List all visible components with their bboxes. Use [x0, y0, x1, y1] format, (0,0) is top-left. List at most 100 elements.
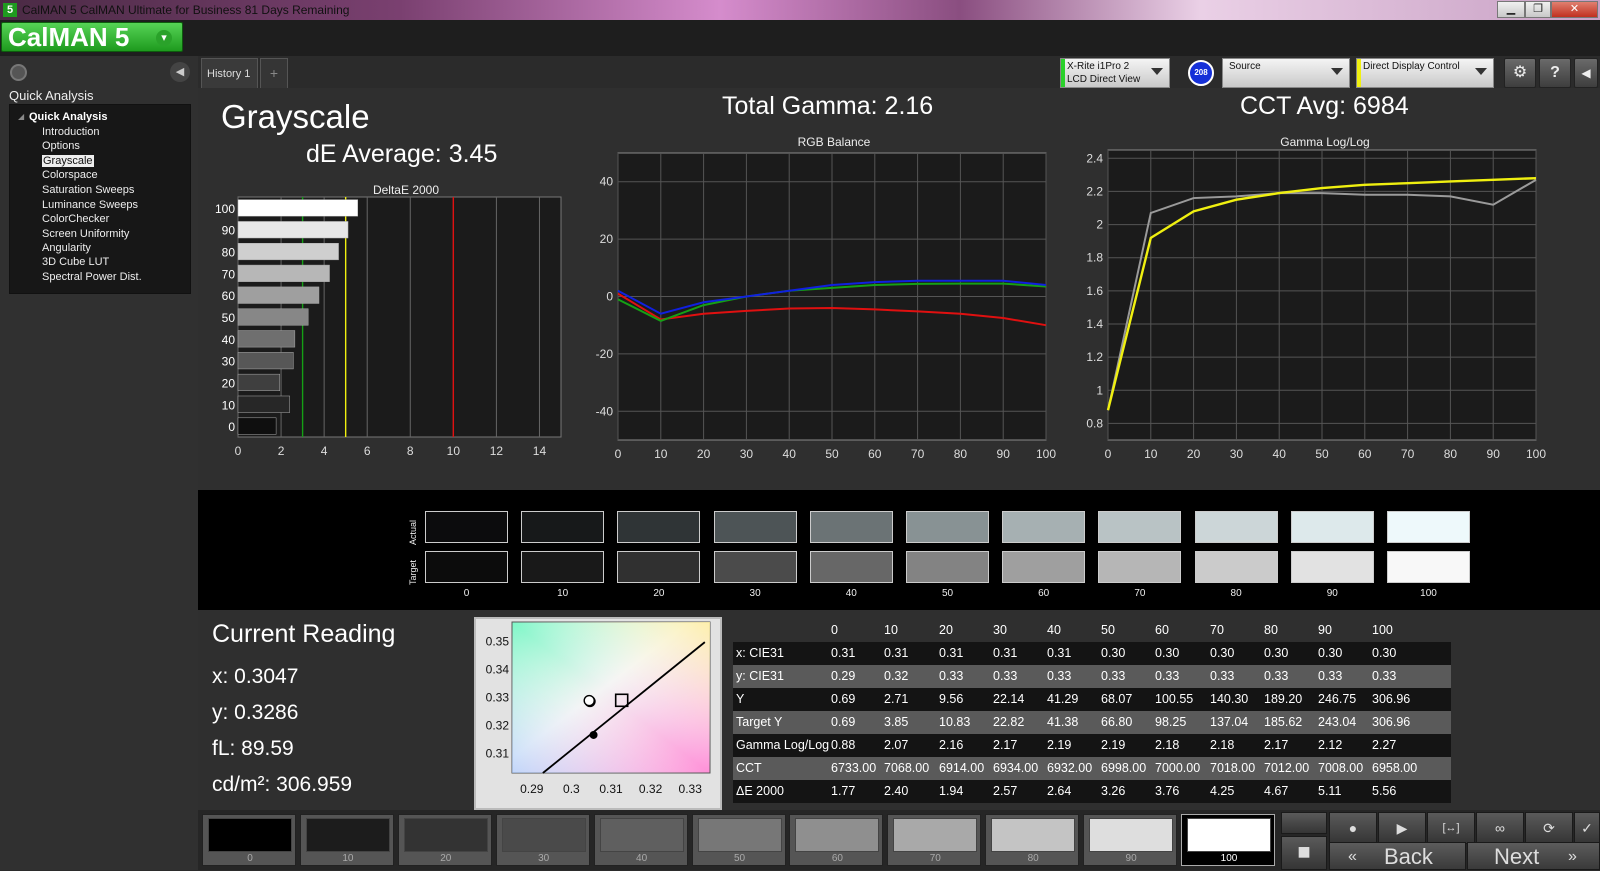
stop-button[interactable]: ■: [1281, 836, 1327, 870]
check-icon[interactable]: ✓: [1574, 812, 1600, 844]
patch-color: [208, 818, 292, 852]
table-cell: 2.18: [1155, 738, 1180, 752]
table-cell: 2.57: [993, 784, 1018, 798]
sidebar-item-options[interactable]: Options: [42, 140, 80, 152]
record-icon[interactable]: ●: [1329, 812, 1377, 844]
swatch-label: 100: [1420, 588, 1437, 599]
y-tick-label: 80: [222, 246, 236, 260]
minimize-button[interactable]: ▁: [1497, 1, 1525, 18]
patch-button[interactable]: 90: [1083, 814, 1178, 866]
sidebar-item-grayscale[interactable]: Grayscale: [42, 155, 94, 167]
sidebar-collapse-icon[interactable]: ◀: [170, 62, 190, 82]
workflow-tree: ◢ Quick Analysis Introduction Options Gr…: [9, 104, 191, 294]
table-cell: 189.20: [1264, 692, 1303, 706]
locus-point: [589, 730, 598, 739]
patch-button[interactable]: 10: [299, 814, 394, 866]
table-cell: 3.85: [884, 715, 909, 729]
sidebar-item-colorspace[interactable]: Colorspace: [42, 169, 98, 181]
bar: [237, 199, 358, 217]
patch-button[interactable]: 60: [789, 814, 884, 866]
tree-root[interactable]: Quick Analysis: [29, 111, 108, 123]
patch-button[interactable]: 30: [495, 814, 590, 866]
back-button[interactable]: « Back: [1329, 842, 1466, 870]
chevron-down-icon: [1475, 68, 1487, 75]
patch-color: [305, 818, 390, 852]
sidebar-item-colorchecker[interactable]: ColorChecker: [42, 213, 110, 225]
sidebar-item-3d-cube-lut[interactable]: 3D Cube LUT: [42, 256, 110, 268]
actual-row-label: Actual: [408, 519, 418, 545]
meter-selector[interactable]: X-Rite i1Pro 2 LCD Direct View: [1060, 58, 1170, 88]
patch-button[interactable]: 20: [397, 814, 492, 866]
x-tick-label: 10: [447, 444, 461, 458]
x-tick-label: 0.29: [520, 782, 544, 796]
play-icon[interactable]: ▶: [1378, 812, 1426, 844]
add-tab-button[interactable]: +: [260, 58, 288, 88]
meter-badge[interactable]: 208: [1188, 60, 1214, 86]
meter-name: X-Rite i1Pro 2: [1067, 61, 1130, 72]
patch-label: 20: [440, 853, 452, 864]
patch-button[interactable]: 50: [691, 814, 786, 866]
maximize-button[interactable]: ❐: [1525, 1, 1551, 18]
planckian-locus: [542, 641, 706, 774]
table-cell: 140.30: [1210, 692, 1249, 706]
table-cell: 5.56: [1372, 784, 1397, 798]
table-row: Y 0.69 2.71 9.56 22.14 41.29 68.07 100.55 140.30…: [733, 688, 1451, 711]
tree-expand-icon[interactable]: ◢: [18, 112, 25, 121]
table-cell: 10: [884, 623, 898, 637]
table-cell: 2.16: [939, 738, 964, 752]
stop-small-icon[interactable]: [1281, 812, 1327, 834]
series-line: [1107, 178, 1537, 411]
panel-collapse-icon[interactable]: ◀: [1574, 58, 1598, 88]
y-tick-label: -40: [596, 404, 614, 418]
patch-button[interactable]: 40: [593, 814, 688, 866]
x-tick-label: 60: [1358, 447, 1372, 461]
sidebar-item-luminance-sweeps[interactable]: Luminance Sweeps: [42, 199, 139, 211]
table-cell: 22.14: [993, 692, 1025, 706]
table-cell: 0.33: [1318, 669, 1343, 683]
page-title: Grayscale: [221, 98, 370, 135]
x-tick-label: 14: [533, 444, 547, 458]
y-tick-label: 0: [606, 290, 613, 304]
swatch-label: 0: [463, 588, 470, 599]
x-tick-label: 4: [321, 444, 328, 458]
table-cell: 0.31: [1047, 646, 1072, 660]
patch-button[interactable]: 70: [887, 814, 982, 866]
close-button[interactable]: ✕: [1551, 1, 1598, 18]
current-reading-title: Current Reading: [212, 620, 396, 648]
table-cell: 0.69: [831, 692, 856, 706]
tab-history-1[interactable]: History 1: [201, 58, 258, 88]
help-icon[interactable]: ?: [1539, 58, 1571, 88]
fit-icon[interactable]: [↔]: [1427, 812, 1475, 844]
sidebar-item-introduction[interactable]: Introduction: [42, 126, 100, 138]
swatch-label: 90: [1326, 588, 1338, 599]
logo-dropdown-icon[interactable]: ▾: [156, 30, 172, 46]
target-swatch: [617, 551, 701, 583]
sidebar-item-angularity[interactable]: Angularity: [42, 242, 91, 254]
patch-button[interactable]: 100: [1181, 814, 1275, 866]
display-selector[interactable]: Direct Display Control: [1356, 58, 1494, 88]
settings-gear-icon[interactable]: ⚙: [1504, 58, 1536, 88]
bar: [237, 373, 281, 391]
sidebar-item-screen-uniformity[interactable]: Screen Uniformity: [42, 228, 130, 240]
patch-color: [893, 818, 978, 852]
loop-icon[interactable]: ∞: [1476, 812, 1524, 844]
table-cell: 3.26: [1101, 784, 1126, 798]
patch-button[interactable]: 0: [202, 814, 296, 866]
table-cell: 0.69: [831, 715, 856, 729]
sidebar-item-saturation-sweeps[interactable]: Saturation Sweeps: [42, 184, 135, 196]
sidebar-item-spectral-power[interactable]: Spectral Power Dist.: [42, 271, 142, 283]
refresh-icon[interactable]: ⟳: [1525, 812, 1573, 844]
source-selector[interactable]: Source: [1222, 58, 1350, 88]
next-button[interactable]: Next »: [1467, 842, 1600, 870]
table-cell: 6733.00: [831, 761, 877, 775]
patch-button[interactable]: 80: [985, 814, 1080, 866]
bar: [237, 286, 320, 304]
calman-logo-menu[interactable]: CalMAN 5: [1, 22, 183, 52]
sidebar-pin-icon[interactable]: [10, 64, 27, 81]
x-tick-label: 0: [615, 447, 622, 461]
patch-color: [991, 818, 1076, 852]
table-row: y: CIE31 0.29 0.32 0.33 0.33 0.33 0.33 0.33 0.33…: [733, 665, 1451, 688]
table-cell: 0.33: [1210, 669, 1235, 683]
x-tick-label: 80: [954, 447, 968, 461]
